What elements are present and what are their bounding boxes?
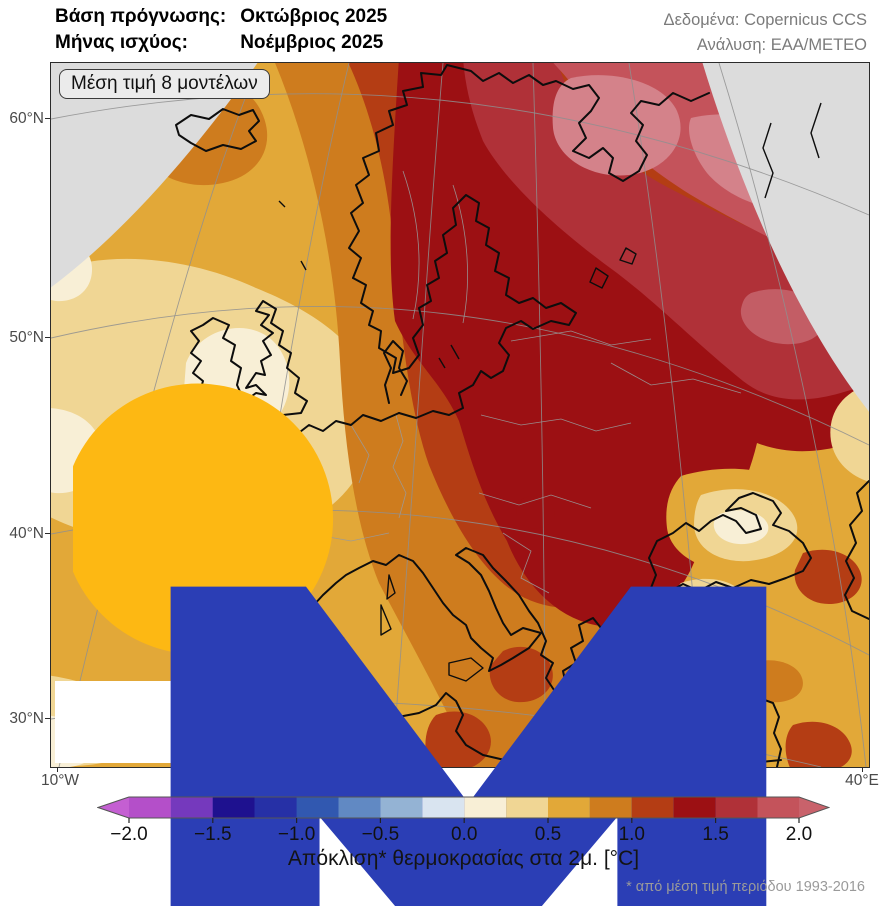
coast-scandinavia-north [348, 64, 710, 279]
colorbar-segment [296, 797, 339, 818]
lon-tick [57, 767, 59, 772]
baseline-footnote: * από μέση τιμή περιόδου 1993-2016 [626, 879, 865, 895]
region-nodata-top-right [702, 63, 869, 412]
coast-ladoga-onega [589, 247, 637, 289]
region-brick-east-turkey [794, 549, 862, 604]
lat-label-60n: 60°N [9, 110, 44, 127]
coast-caspian [844, 480, 869, 620]
colorbar-svg [97, 796, 830, 823]
lat-label-50n: 50°N [9, 329, 44, 346]
coast-sardinia [380, 604, 392, 636]
colorbar-segment [464, 797, 507, 818]
lat-tick [45, 118, 50, 120]
colorbar-segment [254, 797, 297, 818]
cb-tick: −2.0 [110, 824, 148, 845]
analysis-source-line: Ανάλυση: ΕΑΑ/ΜΕΤΕΟ [696, 36, 867, 54]
valid-month-value: Νοέμβριος 2025 [240, 32, 384, 53]
coast-gotland [438, 344, 460, 369]
meteo-sun-icon [73, 383, 334, 655]
cb-tick: 1.0 [618, 824, 646, 845]
coast-corsica [386, 574, 396, 600]
model-mean-label: Μέση τιμή 8 μοντέλων [59, 69, 270, 99]
lon-tick [862, 767, 864, 772]
coast-iceland [175, 108, 260, 152]
colorbar-ticks-marks [128, 818, 800, 823]
colorbar-segment [338, 797, 381, 818]
header-left: Βάση πρόγνωσης: Οκτώβριος 2025 Μήνας ισχ… [55, 6, 387, 54]
colorbar-segment [422, 797, 465, 818]
colorbar-segment [589, 797, 632, 818]
cb-tick: −1.5 [194, 824, 232, 845]
lon-label-10w: 10°W [40, 772, 80, 789]
colorbar-segment [715, 797, 758, 818]
forecast-base-label: Βάση πρόγνωσης: [55, 6, 227, 27]
colorbar-segment [757, 797, 800, 818]
meteo-logo: Meteo Όλα για τον καιρό [73, 370, 893, 906]
colorbar-segment [212, 797, 255, 818]
meteo-m-icon [170, 586, 767, 906]
colorbar-arrow-right [799, 797, 829, 818]
map-canvas: Μέση τιμή 8 μοντέλων ΕΘΝΙΚΟΝ ΑΣΤΕΡΟΣΚΟΠΕ… [50, 62, 870, 906]
cb-tick: 2.0 [785, 824, 813, 845]
colorbar-segment [380, 797, 423, 818]
lon-label-40e: 40°E [845, 772, 879, 789]
colorbar-segment [548, 797, 590, 818]
lat-label-30n: 30°N [9, 710, 44, 727]
lat-tick [45, 337, 50, 339]
colorbar-title: Απόκλιση* θερμοκρασίας στα 2μ. [°C] [287, 847, 640, 870]
colorbar-segment [170, 797, 213, 818]
coast-baltic [352, 194, 577, 419]
cb-tick: −1.0 [277, 824, 316, 845]
colorbar-arrow-left [98, 797, 129, 818]
region-pink-kola [552, 75, 681, 176]
coast-sicily [448, 657, 484, 682]
data-source-line: Δεδομένα: Copernicus CCS [663, 11, 867, 29]
region-dark-red-serbia-spot [516, 496, 555, 529]
lat-tick [45, 718, 50, 720]
colorbar-segment [129, 797, 171, 818]
region-tan-right-edge [830, 384, 869, 482]
coast-shetland-faroe [278, 200, 307, 271]
region-brick-south-italy [489, 646, 553, 703]
country-borders [305, 170, 742, 594]
header-right: Δεδομένα: Copernicus CCS Ανάλυση: ΕΑΑ/ΜΕ… [664, 8, 867, 58]
region-brick-southeast-spot [785, 721, 852, 767]
logo-box: ΕΘΝΙΚΟΝ ΑΣΤΕΡΟΣΚΟΠΕΙΟΝ ΑΘΗΝΩΝ NATIONAL O… [55, 383, 767, 906]
lat-label-40n: 40°N [9, 525, 44, 542]
colorbar-segment [631, 797, 674, 818]
region-brick-tunisia [425, 711, 491, 767]
valid-month-label: Μήνας ισχύος: [55, 32, 188, 53]
colorbar-segment [673, 797, 716, 818]
colorbar: −2.0 −1.5 −1.0 −0.5 0.0 0.5 1.0 1.5 2.0 [97, 796, 830, 847]
cb-tick: 1.5 [702, 824, 729, 845]
region-dark-red-core [390, 63, 869, 627]
forecast-base-value: Οκτώβριος 2025 [240, 6, 388, 27]
colorbar-tick-labels: −2.0 −1.5 −1.0 −0.5 0.0 0.5 1.0 1.5 2.0 [97, 823, 830, 847]
coast-denmark [383, 340, 408, 404]
meteo-logo-mark [73, 383, 767, 906]
cb-tick: 0.0 [450, 824, 478, 845]
colorbar-segment [506, 797, 548, 818]
coast-black-sea [645, 492, 812, 620]
lat-tick [45, 533, 50, 535]
cb-tick: −0.5 [361, 824, 400, 845]
cb-tick: 0.5 [534, 824, 562, 845]
coast-arctic-rivers [762, 102, 822, 199]
